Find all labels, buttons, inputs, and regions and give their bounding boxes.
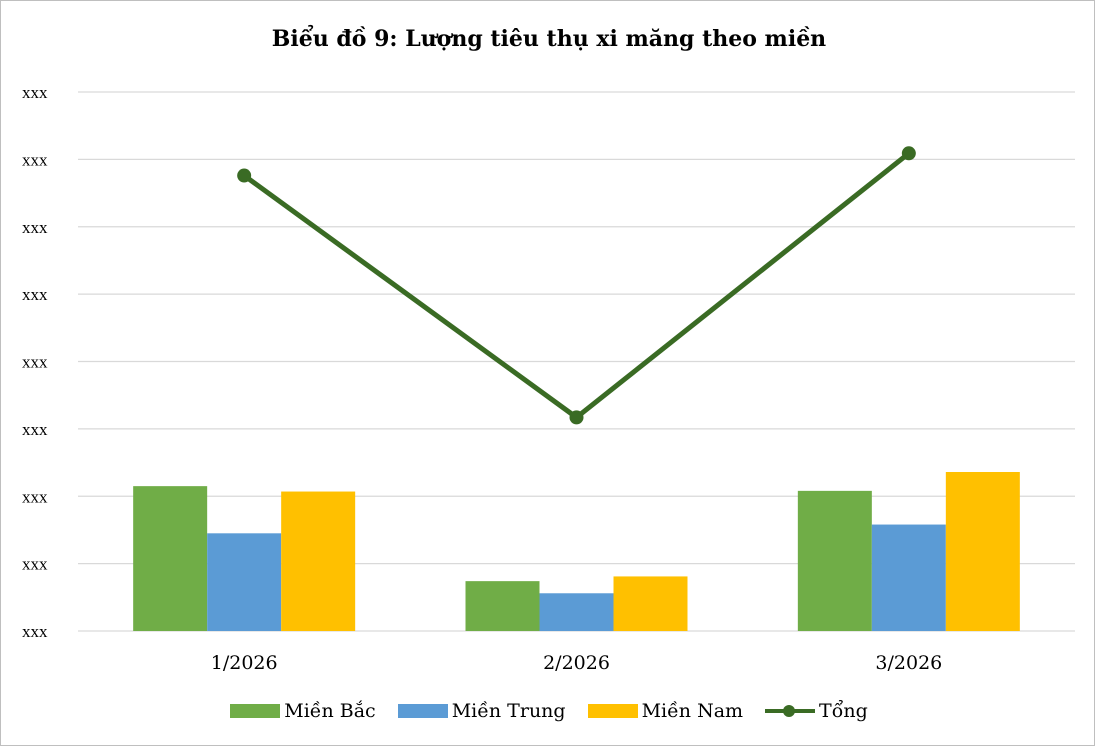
legend-line-marker-tong xyxy=(765,704,816,718)
point-Tổng xyxy=(237,168,252,183)
bar-Miền Nam xyxy=(613,576,688,631)
legend-item-mien-bac: Miền Bắc xyxy=(230,700,376,722)
y-tick-label: xxx xyxy=(22,83,48,102)
chart-legend: Miền Bắc Miền Trung Miền Nam Tổng xyxy=(0,700,1098,722)
chart-title: Biểu đồ 9: Lượng tiêu thụ xi măng theo m… xyxy=(271,26,827,52)
point-Tổng xyxy=(569,410,584,425)
legend-label-mien-bac: Miền Bắc xyxy=(284,700,376,722)
y-tick-label: xxx xyxy=(22,420,48,439)
bar-Miền Trung xyxy=(207,533,282,631)
y-tick-label: xxx xyxy=(22,150,48,169)
y-tick-label: xxx xyxy=(22,218,48,237)
bar-Miền Nam xyxy=(281,491,356,631)
y-tick-label: xxx xyxy=(22,353,48,372)
x-tick-label: 1/2026 xyxy=(211,652,278,674)
legend-label-mien-nam: Miền Nam xyxy=(641,700,744,722)
x-tick-label: 3/2026 xyxy=(875,652,942,674)
legend-label-tong: Tổng xyxy=(819,700,868,722)
legend-item-mien-trung: Miền Trung xyxy=(397,700,566,722)
line-Tổng xyxy=(242,151,911,420)
legend-item-tong: Tổng xyxy=(765,700,868,722)
y-tick-label: xxx xyxy=(22,555,48,574)
bar-Miền Nam xyxy=(945,471,1020,631)
y-tick-label: xxx xyxy=(22,285,48,304)
x-tick-label: 2/2026 xyxy=(543,652,610,674)
bar-Miền Bắc xyxy=(133,486,208,631)
y-tick-label: xxx xyxy=(22,487,48,506)
legend-item-mien-nam: Miền Nam xyxy=(587,700,744,722)
bar-Miền Bắc xyxy=(465,581,540,631)
y-tick-label: xxx xyxy=(22,622,48,641)
point-Tổng xyxy=(901,146,916,161)
legend-label-mien-trung: Miền Trung xyxy=(451,700,566,722)
bar-Miền Bắc xyxy=(797,490,872,631)
legend-swatch-mien-bac xyxy=(230,704,281,718)
bar-Miền Trung xyxy=(871,524,946,631)
legend-swatch-mien-nam xyxy=(587,704,638,718)
legend-swatch-mien-trung xyxy=(397,704,448,718)
bar-Miền Trung xyxy=(539,593,614,631)
